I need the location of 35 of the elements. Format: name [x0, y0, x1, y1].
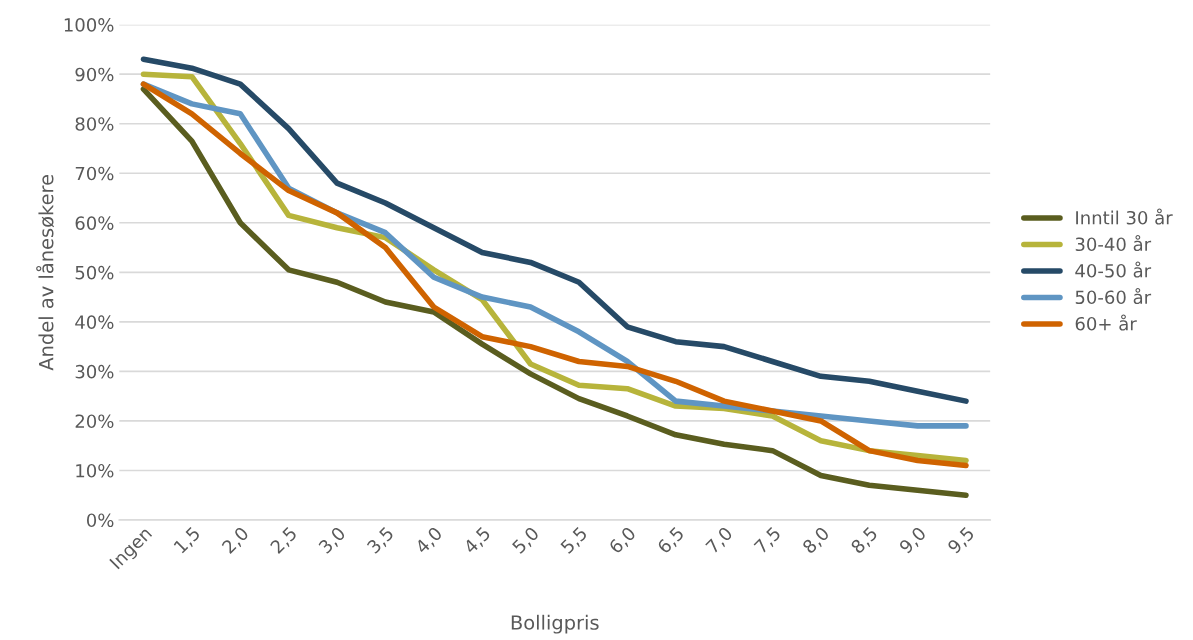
legend-label: 30-40 år	[1075, 234, 1152, 252]
x-tick-label: 4,0	[414, 525, 445, 556]
x-tick-label: 8,0	[801, 525, 832, 556]
y-tick-label: 80%	[75, 117, 114, 131]
y-tick-label: 70%	[75, 166, 114, 181]
x-tick-label: 2,0	[221, 525, 251, 556]
legend-label: 50-60 år	[1075, 287, 1152, 305]
x-tick-label: 9,0	[898, 525, 928, 556]
y-tick-label: 30%	[75, 364, 114, 379]
y-tick-label: 100%	[64, 18, 114, 32]
x-axis-title: Bolligpris	[511, 614, 599, 634]
y-tick-label: 0%	[86, 513, 114, 528]
legend-label: 40-50 år	[1075, 261, 1152, 278]
x-tick-label: 8,5	[850, 526, 880, 556]
y-tick-label: 50%	[75, 265, 114, 280]
x-tick-label: 5,5	[560, 526, 590, 556]
x-tick-label: 6,5	[656, 526, 686, 556]
x-tick-label: 7,5	[753, 526, 783, 556]
legend-label: Inntil 30 år	[1076, 208, 1173, 225]
x-tick-label: 1,5	[173, 526, 202, 555]
y-axis-title: Andel av lånesøkere	[36, 174, 55, 371]
x-tick-label: 6,0	[608, 525, 638, 556]
y-tick-label: 40%	[75, 315, 114, 329]
x-tick-label: 4,5	[462, 526, 493, 556]
x-tick-label: 9,5	[946, 526, 977, 556]
x-tick-label: 7,0	[705, 525, 735, 556]
legend-label: 60+ år	[1075, 314, 1137, 331]
x-tick-label: 2,5	[269, 526, 299, 556]
y-tick-label: 60%	[75, 216, 114, 230]
y-tick-label: 90%	[75, 67, 114, 82]
y-tick-label: 10%	[76, 463, 114, 478]
x-tick-label: 3,0	[317, 525, 348, 556]
x-tick-label: 3,5	[366, 526, 396, 556]
x-tick-label: 5,0	[511, 525, 541, 556]
y-tick-label: 20%	[75, 414, 114, 429]
